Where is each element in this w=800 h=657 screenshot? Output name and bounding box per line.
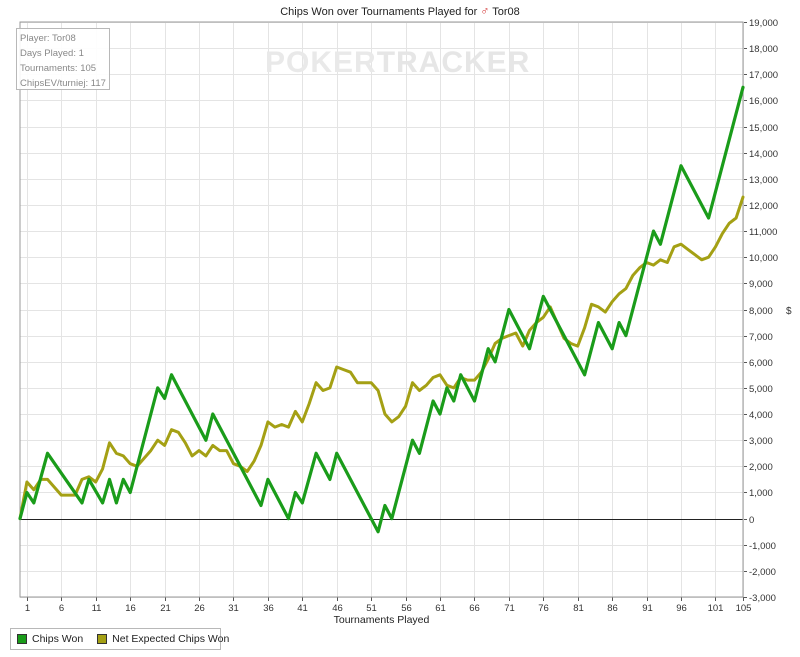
legend-item-chips-won[interactable]: Chips Won (17, 633, 83, 645)
x-tick-label: 56 (401, 603, 412, 614)
y-tick-label: 10,000 (749, 253, 778, 264)
y-tick-label: 15,000 (749, 123, 778, 134)
y-tick-label: 16,000 (749, 96, 778, 107)
x-tick-label: 101 (708, 603, 724, 614)
legend-item-net-expected[interactable]: Net Expected Chips Won (97, 633, 229, 645)
y-axis-label: $ (786, 306, 792, 317)
y-tick-label: 14,000 (749, 149, 778, 160)
x-tick-label: 26 (194, 603, 205, 614)
y-tick-label: 0 (749, 515, 754, 526)
x-axis-label: Tournaments Played (333, 614, 430, 626)
y-tick-label: 18,000 (749, 44, 778, 55)
player-symbol-icon: ♂ (480, 4, 490, 18)
x-tick-label: 66 (469, 603, 480, 614)
x-tick-label: 21 (160, 603, 171, 614)
y-tick-label: 8,000 (749, 306, 773, 317)
series-line-net-expected (18, 195, 745, 521)
chart-title: Chips Won over Tournaments Played for ♂ … (0, 4, 800, 18)
y-tick-label: 19,000 (749, 18, 778, 29)
chart-title-player: Tor08 (492, 6, 520, 18)
y-tick-label: 7,000 (749, 332, 773, 343)
info-player: Player: Tor08 (20, 33, 76, 44)
player-info-box: Player: Tor08 Days Played: 1 Tournaments… (16, 28, 110, 90)
watermark-part2: TRACKER (376, 46, 531, 79)
legend-label-net-expected: Net Expected Chips Won (112, 633, 230, 645)
x-tick-label: 6 (59, 603, 64, 614)
x-tick-label: 91 (642, 603, 653, 614)
y-tick-label: 13,000 (749, 175, 778, 186)
plot-area (19, 21, 744, 598)
x-tick-label: 41 (297, 603, 308, 614)
legend-label-chips-won: Chips Won (32, 633, 84, 645)
legend-swatch-net-expected (97, 634, 108, 644)
chart-legend: Chips Won Net Expected Chips Won (10, 628, 229, 650)
y-tick-label: -1,000 (749, 541, 776, 552)
x-tick-label: 96 (676, 603, 687, 614)
y-tick-label: 6,000 (749, 358, 773, 369)
info-tournaments: Tournaments: 105 (20, 63, 97, 74)
x-tick-label: 1 (25, 603, 30, 614)
x-tick-label: 86 (607, 603, 618, 614)
x-tick-label: 61 (435, 603, 446, 614)
x-tick-label: 11 (92, 603, 102, 614)
info-chips-ev: ChipsEV/turniej: 117 (20, 78, 106, 89)
x-tick-label: 31 (228, 603, 239, 614)
pokertracker-watermark: POKERTRACKER (265, 46, 530, 80)
y-tick-label: 3,000 (749, 436, 773, 447)
y-tick-label: 5,000 (749, 384, 773, 395)
y-tick-label: 11,000 (749, 227, 777, 238)
y-tick-label: 1,000 (749, 488, 773, 499)
info-days-played: Days Played: 1 (20, 48, 84, 59)
plot-border (19, 21, 744, 598)
y-tick-label: 9,000 (749, 279, 773, 290)
x-tick-label: 51 (366, 603, 377, 614)
series-line-chips-won (18, 85, 745, 534)
y-tick-label: -2,000 (749, 567, 776, 578)
x-tick-label: 105 (736, 603, 752, 614)
x-tick-label: 46 (332, 603, 343, 614)
y-tick-label: 12,000 (749, 201, 778, 212)
x-tick-label: 36 (263, 603, 274, 614)
y-tick-label: -3,000 (749, 593, 776, 604)
x-tick-label: 71 (504, 603, 515, 614)
chart-title-text: Chips Won over Tournaments Played for (280, 6, 478, 18)
watermark-part1: POKER (265, 46, 377, 79)
x-tick-label: 16 (125, 603, 136, 614)
y-tick-label: 17,000 (749, 70, 778, 81)
x-tick-label: 76 (538, 603, 549, 614)
y-tick-label: 2,000 (749, 462, 773, 473)
legend-swatch-chips-won (17, 634, 27, 644)
x-tick-label: 81 (573, 603, 584, 614)
y-tick-label: 4,000 (749, 410, 773, 421)
